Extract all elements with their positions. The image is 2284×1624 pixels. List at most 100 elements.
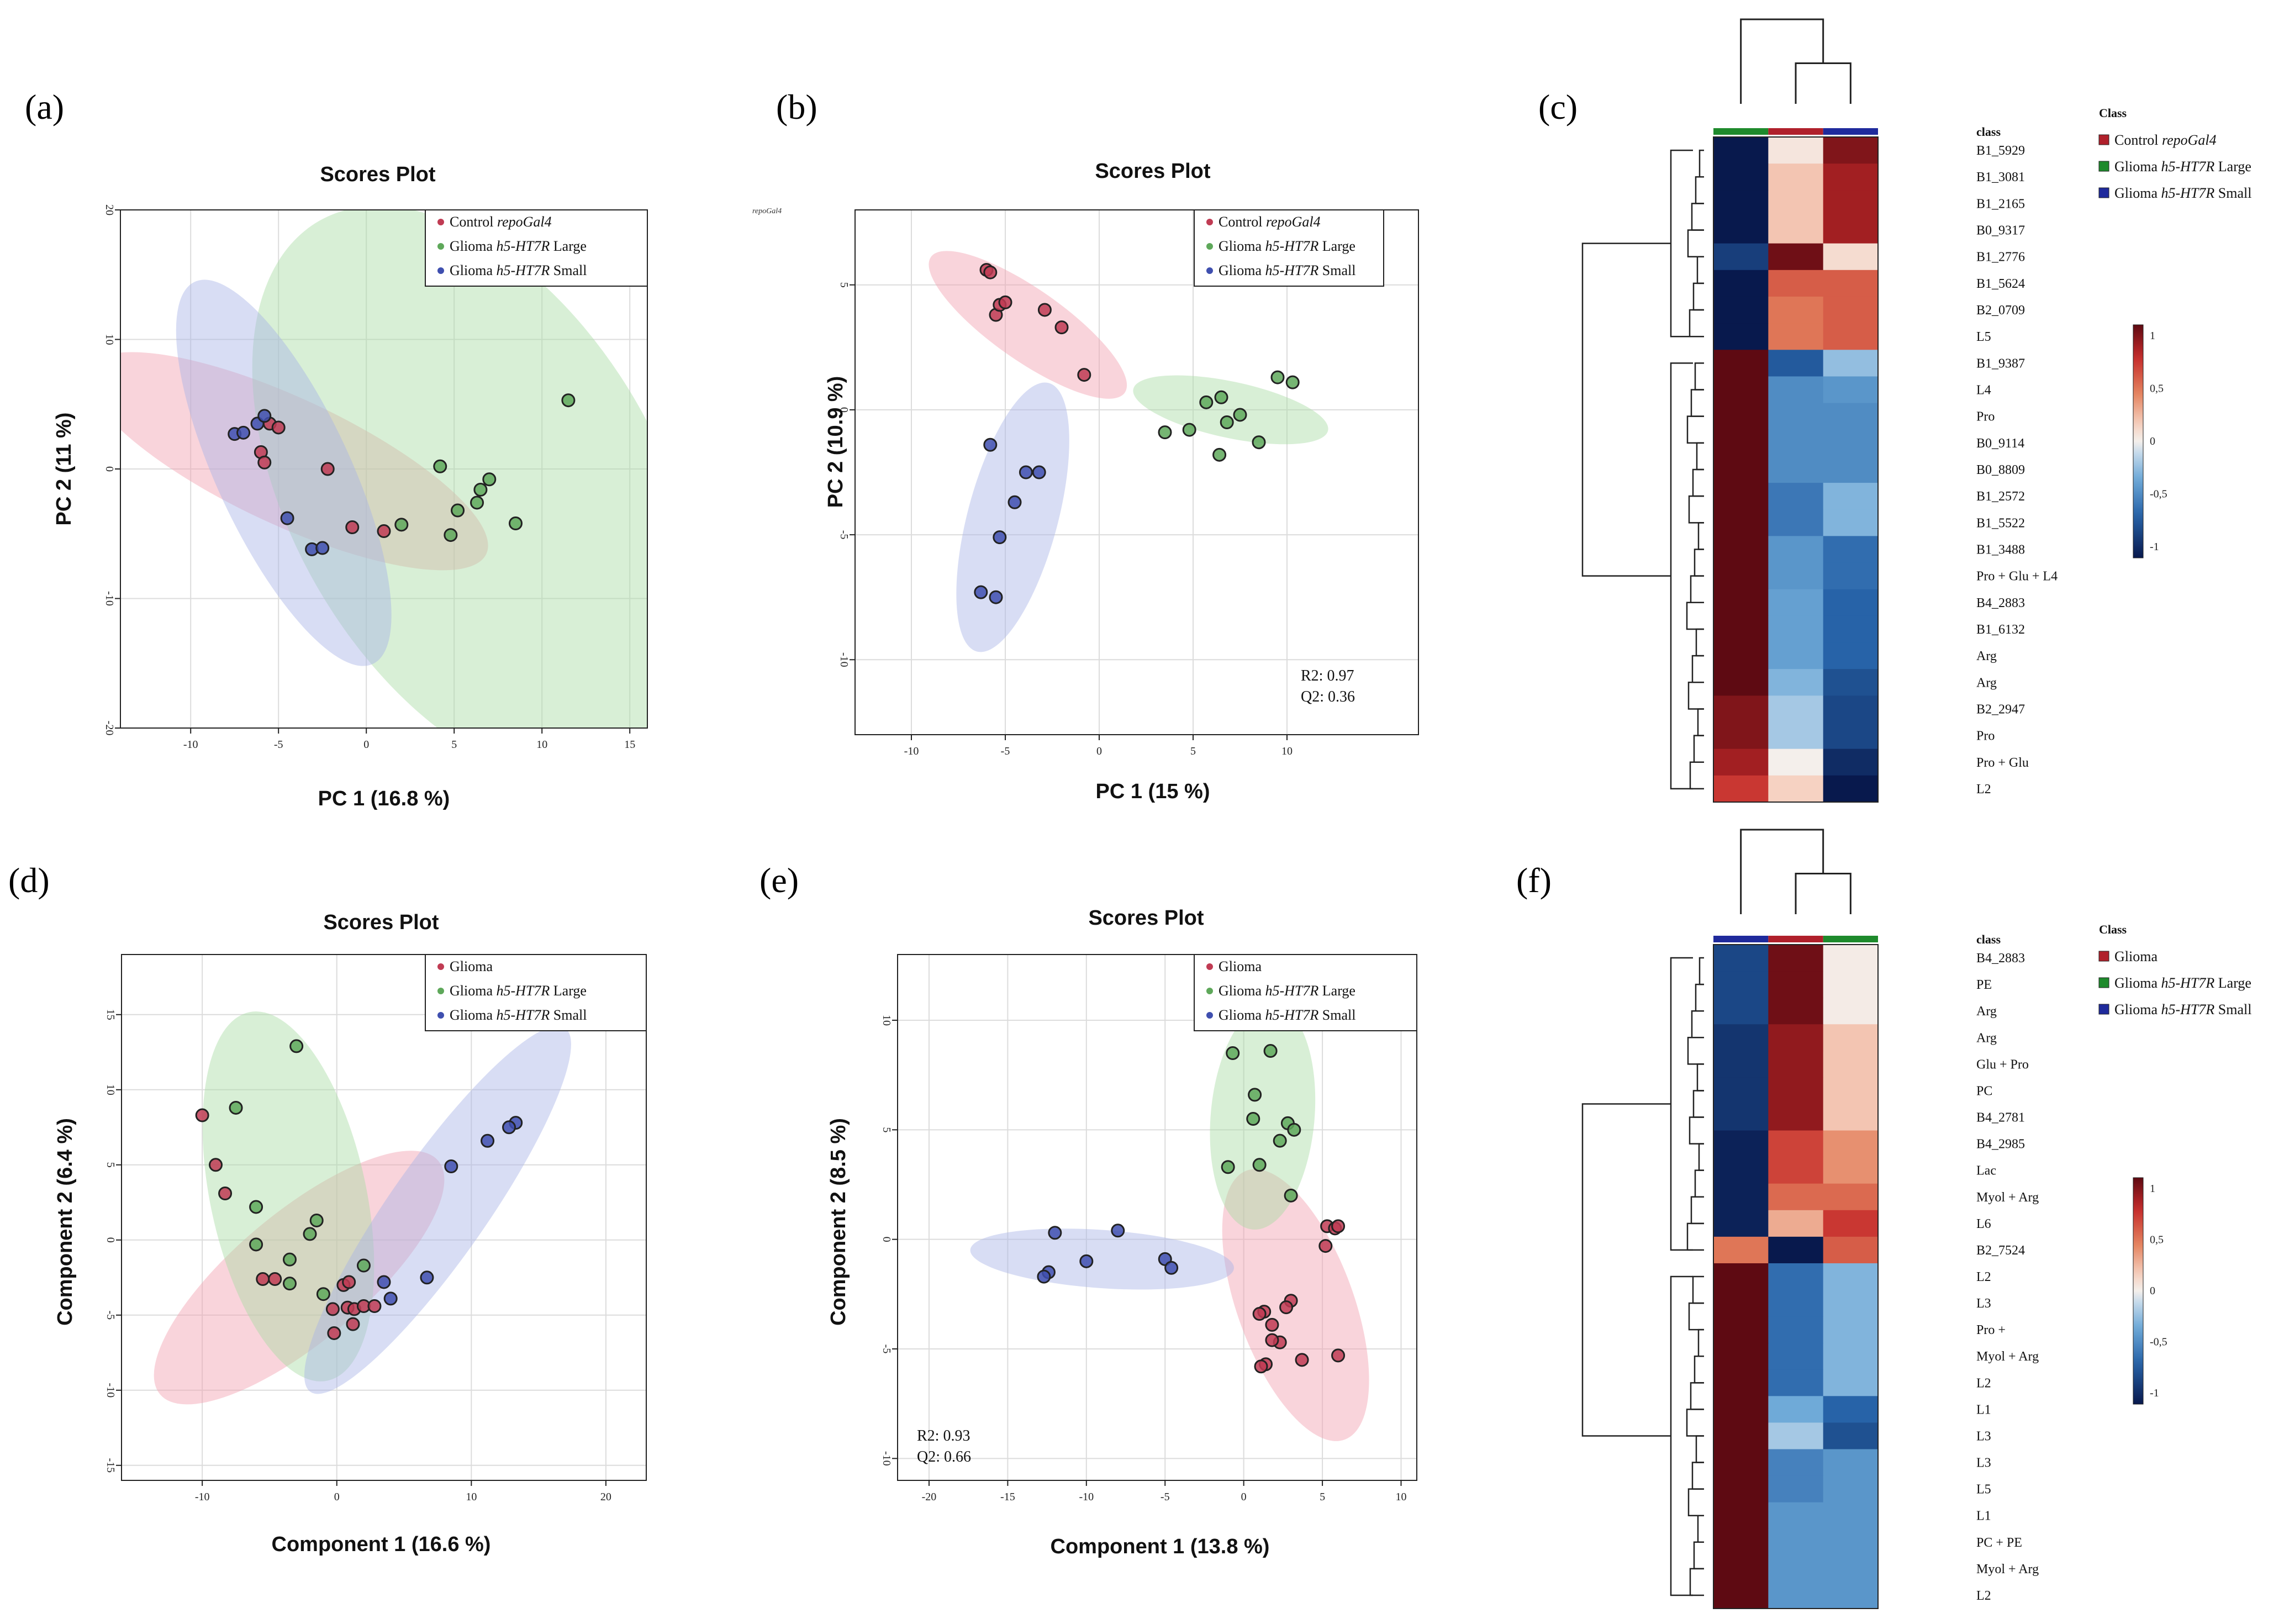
legend-swatch <box>2098 1004 2109 1015</box>
data-point <box>561 393 576 408</box>
heatmap-cell <box>1713 243 1769 271</box>
legend-box <box>425 209 648 287</box>
row-label: Pro + <box>1976 1323 2006 1337</box>
legend-label: Glioma h5-HT7R Large <box>450 238 587 254</box>
row-label: Pro + Glu + L4 <box>1976 570 2058 584</box>
y-tick-label: 0 <box>103 466 115 472</box>
heatmap-cell <box>1768 1051 1824 1078</box>
x-tick-label: 10 <box>1396 1491 1407 1503</box>
confidence-ellipse-control <box>120 352 488 571</box>
colorbar-tick-label: 0,5 <box>2150 383 2164 395</box>
colorbar-tick-label: -0,5 <box>2150 488 2167 500</box>
data-point <box>256 1272 270 1286</box>
heatmap-cell <box>1823 1263 1879 1290</box>
heatmap-cell <box>1823 243 1879 271</box>
heatmap-cell <box>1713 1051 1769 1078</box>
heatmap-cell <box>1823 1210 1879 1237</box>
heatmap-cell <box>1768 642 1824 669</box>
row-dendrogram <box>1581 957 1704 1596</box>
dendrogram-leaf <box>1693 735 1704 763</box>
data-point <box>356 1258 371 1273</box>
legend-label: Glioma h5-HT7R Large <box>2114 159 2251 175</box>
heatmap-cell <box>1823 615 1879 643</box>
heatmap-cell <box>1768 1290 1824 1317</box>
y-tick-label: -20 <box>103 721 115 736</box>
confidence-ellipse-large <box>1210 1004 1316 1230</box>
row-label: L5 <box>1976 330 1991 344</box>
row-label: L4 <box>1976 383 1991 398</box>
heatmap-cell <box>1768 562 1824 590</box>
row-label: B1_6132 <box>1976 623 2025 637</box>
legend-label: Glioma h5-HT7R Small <box>1219 262 1355 278</box>
row-label: L1 <box>1976 1402 1991 1417</box>
heatmap-cell <box>1768 217 1824 244</box>
heatmap-cell <box>1713 190 1769 218</box>
heatmap-cell <box>1823 217 1879 244</box>
heatmap-cell <box>1768 456 1824 483</box>
x-axis-label: PC 1 (16.8 %) <box>318 787 450 810</box>
legend: Control repoGal4 Glioma h5-HT7R Large Glio… <box>1194 209 1384 287</box>
dendrogram-leaf <box>1694 1169 1704 1198</box>
data-point <box>377 1275 391 1289</box>
heatmap-cell <box>1823 1475 1879 1503</box>
row-label: B1_2776 <box>1976 250 2025 265</box>
row-label: B2_2947 <box>1976 702 2025 716</box>
confidence-ellipse-control <box>929 251 1127 399</box>
heatmap-cell <box>1768 669 1824 696</box>
data-point <box>1273 1133 1287 1148</box>
data-point <box>1284 1188 1298 1203</box>
heatmap-cell <box>1823 775 1879 803</box>
data-point <box>218 1186 233 1200</box>
heatmap-cell <box>1823 1555 1879 1583</box>
heatmap-cell <box>1768 1396 1824 1423</box>
heatmap-cell <box>1713 695 1769 723</box>
legend-label: Glioma h5-HT7R Large <box>2114 975 2251 991</box>
heatmap-cells <box>1713 137 1879 803</box>
legend-marker-small <box>437 267 444 274</box>
heatmap-cell <box>1713 615 1769 643</box>
colorbar-tick-label: 0 <box>2150 1285 2155 1297</box>
panel-label-a: (a) <box>25 87 64 126</box>
heatmap-cell <box>1823 1024 1879 1051</box>
plot-body: -10 0 10 20 -15 -10 -5 0 5 10 15 Glioma Glioma h5-HT… <box>104 954 647 1503</box>
data-point <box>345 520 360 535</box>
legend-label: Glioma h5-HT7R Large <box>1219 983 1355 999</box>
confidence-ellipse-small <box>956 382 1069 652</box>
heatmap-cell <box>1713 1581 1769 1609</box>
heatmap-cell <box>1823 589 1879 616</box>
legend-box <box>1194 209 1384 287</box>
dendrogram-branch <box>1795 62 1852 104</box>
heatmap-cell <box>1713 722 1769 750</box>
dendrogram-leaf <box>1696 442 1704 471</box>
scores-plot-b: -10 -5 0 5 10 -10 -5 0 5 Control repoGal4 Glioma h… <box>752 160 1419 803</box>
x-axis-label: PC 1 (15 %) <box>1096 780 1210 803</box>
legend-swatch <box>2098 161 2109 172</box>
dendrogram-leaf <box>1699 957 1704 985</box>
heatmap-cell <box>1823 1130 1879 1158</box>
heatmap-cell <box>1713 1236 1769 1264</box>
legend-title: Class <box>2099 106 2127 120</box>
row-label: B1_5624 <box>1976 277 2025 291</box>
data-point <box>367 1299 382 1313</box>
dendrogram-branch <box>1795 873 1852 914</box>
x-tick-label: -10 <box>195 1491 210 1503</box>
row-label: L2 <box>1976 1270 1991 1284</box>
y-axis-label: PC 2 (11 %) <box>52 413 76 526</box>
confidence-ellipses <box>929 251 1328 652</box>
heatmap-cell <box>1713 1316 1769 1343</box>
class-bar <box>1823 936 1878 942</box>
heatmap-cell <box>1823 1077 1879 1105</box>
row-label: L1 <box>1976 1509 1991 1523</box>
dendrogram-leaf <box>1686 602 1704 630</box>
data-point <box>1111 1224 1125 1238</box>
legend-marker-control <box>1206 219 1213 225</box>
dendrogram-leaf <box>1695 628 1704 657</box>
data-point <box>383 1291 398 1306</box>
panel-label-d: (d) <box>8 861 50 900</box>
row-label: B4_2781 <box>1976 1111 2025 1125</box>
heatmap-cell <box>1713 164 1769 191</box>
heatmap-cell <box>1713 429 1769 457</box>
legend-box <box>1194 954 1417 1031</box>
data-point <box>1263 1044 1278 1058</box>
y-tick-label: -15 <box>104 1458 117 1473</box>
